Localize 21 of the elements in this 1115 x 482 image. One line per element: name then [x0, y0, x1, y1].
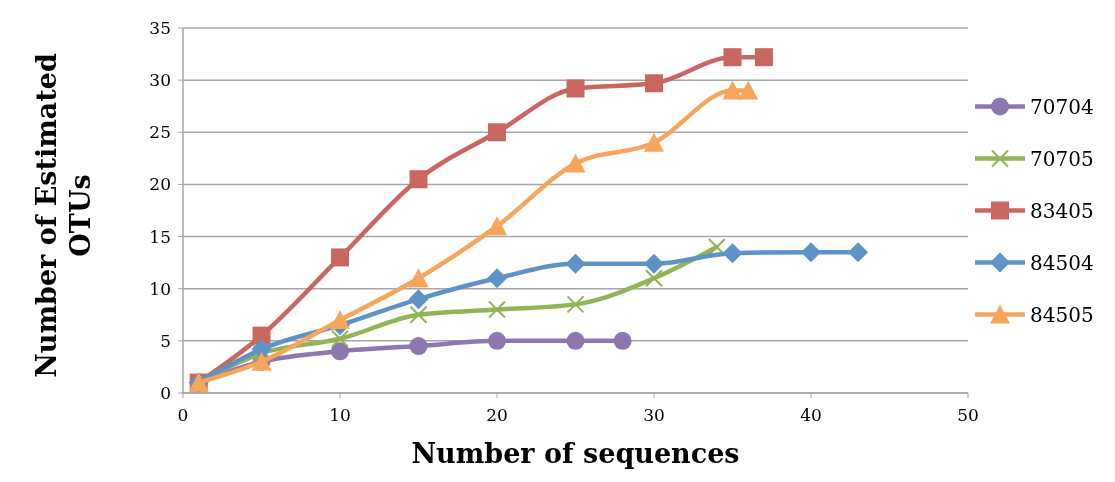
- y-axis-title: Number of Estimated OTUs: [31, 53, 96, 378]
- x-tick-label: 40: [800, 405, 822, 425]
- y-tick-label: 25: [149, 122, 171, 143]
- y-tick-label: 20: [149, 174, 171, 195]
- legend-label: 83405: [1030, 198, 1094, 223]
- x-tick-label: 30: [643, 405, 665, 425]
- x-axis-title: Number of sequences: [411, 438, 740, 469]
- legend-label: 70704: [1030, 94, 1094, 119]
- y-tick-label: 0: [160, 383, 171, 403]
- x-tick-label: 50: [957, 405, 979, 425]
- legend-label: 84504: [1030, 250, 1094, 275]
- x-tick-label: 10: [329, 405, 351, 425]
- x-tick-label: 0: [177, 405, 189, 425]
- y-tick-label: 15: [149, 226, 171, 247]
- y-tick-label: 30: [149, 70, 171, 91]
- y-tick-label: 10: [149, 278, 171, 299]
- legend-label: 84505: [1030, 302, 1094, 327]
- x-tick-label: 20: [486, 405, 508, 425]
- y-tick-label: 35: [149, 18, 171, 38]
- legend-label: 70705: [1030, 146, 1094, 171]
- y-tick-label: 5: [160, 330, 171, 351]
